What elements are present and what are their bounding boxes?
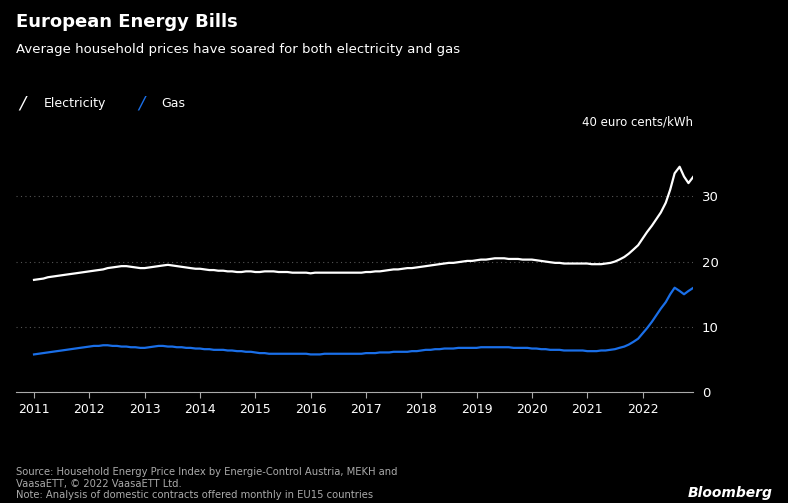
Text: European Energy Bills: European Energy Bills bbox=[16, 13, 237, 31]
Text: Electricity: Electricity bbox=[43, 97, 106, 110]
Text: Source: Household Energy Price Index by Energie-Control Austria, MEKH and
VaasaE: Source: Household Energy Price Index by … bbox=[16, 467, 397, 500]
Text: Average household prices have soared for both electricity and gas: Average household prices have soared for… bbox=[16, 43, 460, 56]
Text: 40 euro cents/kWh: 40 euro cents/kWh bbox=[582, 115, 693, 128]
Text: Bloomberg: Bloomberg bbox=[687, 486, 772, 500]
Text: /: / bbox=[20, 94, 26, 112]
Text: Gas: Gas bbox=[162, 97, 185, 110]
Text: /: / bbox=[138, 94, 144, 112]
